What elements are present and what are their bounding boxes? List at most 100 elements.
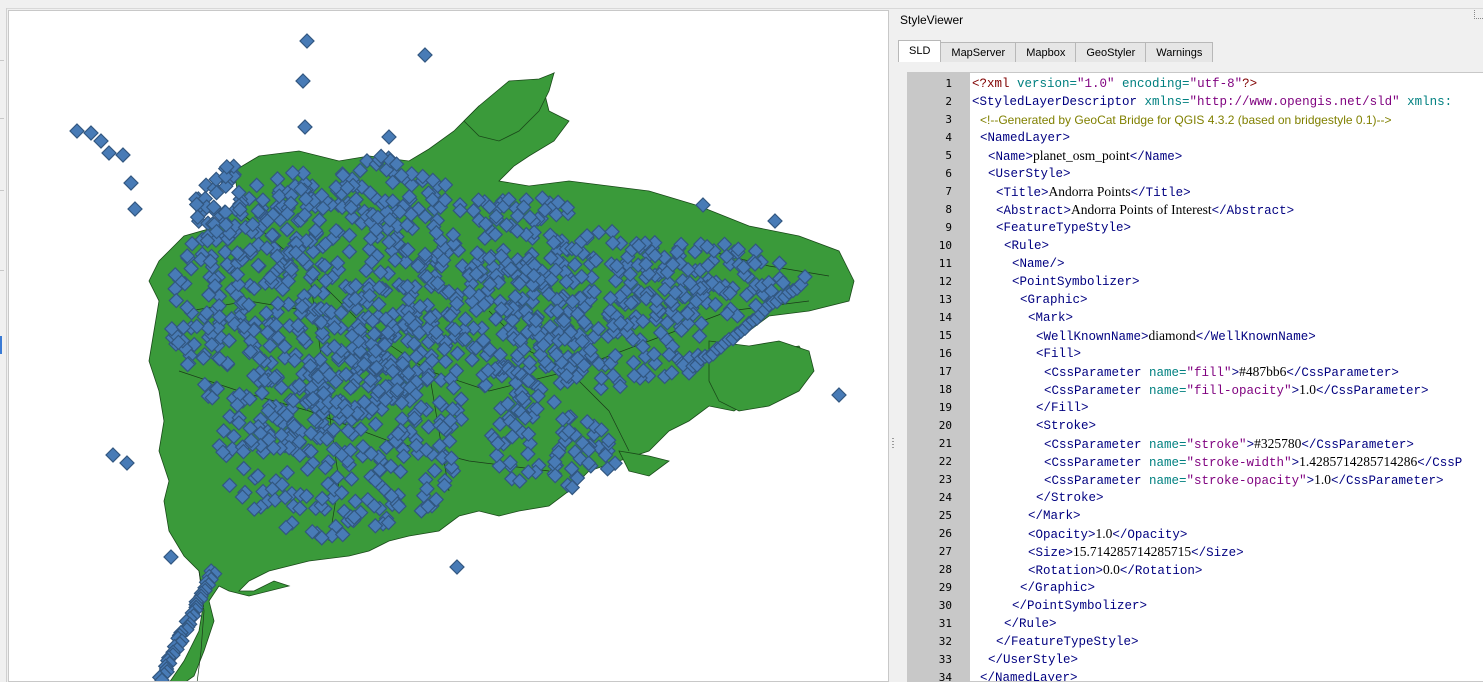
poi-marker: [264, 227, 281, 243]
line-number: 12: [938, 275, 952, 288]
active-indicator: [0, 336, 2, 354]
poi-marker: [231, 415, 247, 431]
poi-marker: [366, 326, 383, 342]
poi-marker: [579, 413, 596, 430]
code-text: <FeatureTypeStyle>: [996, 221, 1132, 235]
poi-marker: [429, 275, 446, 291]
poi-marker: [312, 351, 328, 368]
code-text: <NamedLayer>: [980, 131, 1071, 145]
poi-marker: [623, 295, 639, 311]
line-number: 20: [938, 419, 952, 432]
poi-marker: [154, 672, 170, 681]
line-number: 13: [938, 293, 952, 306]
line-number: 28: [938, 563, 952, 576]
poi-marker: [663, 364, 680, 381]
line-number: 26: [938, 527, 952, 540]
poi-marker: [367, 343, 384, 359]
poi-marker: [217, 168, 234, 185]
poi-marker: [196, 376, 213, 393]
line-number: 2: [945, 95, 952, 108]
poi-marker: [747, 256, 763, 272]
poi-marker: [313, 314, 330, 331]
code-text: <Name>planet_osm_point</Name>: [988, 148, 1183, 164]
poi-marker: [317, 236, 334, 252]
poi-marker: [520, 464, 537, 480]
poi-marker: [543, 271, 560, 288]
sld-code-editor[interactable]: 1 <?xml version="1.0" encoding="utf-8"?> 2…: [907, 72, 1483, 682]
poi-marker: [564, 479, 581, 496]
poi-marker: [475, 332, 492, 349]
poi-marker: [347, 291, 364, 307]
poi-marker: [501, 191, 517, 208]
tab-geostyler[interactable]: GeoStyler: [1075, 42, 1147, 62]
poi-marker: [392, 463, 409, 480]
poi-marker: [775, 274, 792, 291]
poi-marker: [556, 331, 573, 347]
poi-marker: [465, 202, 482, 219]
line-number: 33: [938, 653, 952, 666]
poi-marker: [406, 336, 422, 352]
poi-marker: [395, 448, 412, 465]
poi-marker: [258, 305, 275, 322]
poi-marker: [403, 166, 420, 182]
code-text: </Stroke>: [1036, 491, 1104, 505]
tab-mapserver[interactable]: MapServer: [940, 42, 1017, 62]
poi-marker: [347, 277, 364, 294]
poi-marker: [431, 394, 448, 411]
poi-marker: [558, 367, 575, 384]
poi-marker: [384, 174, 401, 191]
line-number: 19: [938, 401, 952, 414]
poi-marker: [384, 193, 401, 209]
poi-marker: [593, 422, 610, 438]
poi-marker: [188, 318, 205, 335]
code-line: 9 <FeatureTypeStyle>: [908, 219, 1483, 237]
poi-marker: [203, 336, 220, 353]
poi-marker: [179, 299, 195, 316]
tab-warnings[interactable]: Warnings: [1145, 42, 1214, 62]
code-text: </NamedLayer>: [980, 671, 1078, 682]
tab-mapbox[interactable]: Mapbox: [1015, 42, 1077, 62]
left-toolbar-strip: [0, 8, 7, 682]
poi-marker: [279, 221, 295, 238]
poi-marker: [383, 488, 400, 504]
poi-marker: [246, 501, 263, 518]
poi-marker: [115, 147, 131, 163]
poi-marker: [326, 338, 343, 355]
code-text: </FeatureTypeStyle>: [996, 635, 1139, 649]
poi-marker: [342, 380, 359, 396]
poi-marker: [532, 346, 549, 363]
poi-marker: [243, 432, 260, 449]
tab-sld[interactable]: SLD: [898, 40, 942, 62]
poi-marker: [579, 227, 595, 244]
poi-marker: [69, 123, 85, 139]
map-canvas[interactable]: [8, 10, 889, 682]
poi-marker: [316, 257, 333, 274]
poi-marker: [298, 488, 315, 505]
poi-marker: [652, 324, 669, 341]
code-line: 33 </UserStyle>: [908, 651, 1483, 669]
poi-marker: [232, 201, 248, 218]
poi-marker: [767, 213, 783, 229]
poi-marker: [296, 207, 313, 223]
panel-splitter[interactable]: [890, 10, 896, 682]
poi-marker: [568, 241, 585, 258]
poi-marker: [548, 346, 565, 363]
poi-marker: [470, 192, 487, 208]
poi-marker: [288, 244, 304, 261]
poi-marker: [366, 497, 383, 514]
poi-marker: [314, 325, 331, 341]
poi-marker: [424, 352, 441, 369]
poi-marker: [638, 256, 654, 273]
poi-marker: [291, 377, 308, 394]
poi-marker: [738, 287, 755, 303]
panel-float-control[interactable]: [1474, 10, 1483, 19]
poi-marker: [370, 209, 386, 226]
poi-marker: [189, 209, 206, 226]
poi-marker: [422, 310, 439, 326]
poi-marker: [283, 195, 299, 212]
poi-marker: [246, 280, 263, 297]
poi-marker: [250, 236, 267, 253]
poi-marker: [202, 253, 219, 270]
poi-marker: [457, 331, 474, 348]
line-number: 6: [945, 167, 952, 180]
